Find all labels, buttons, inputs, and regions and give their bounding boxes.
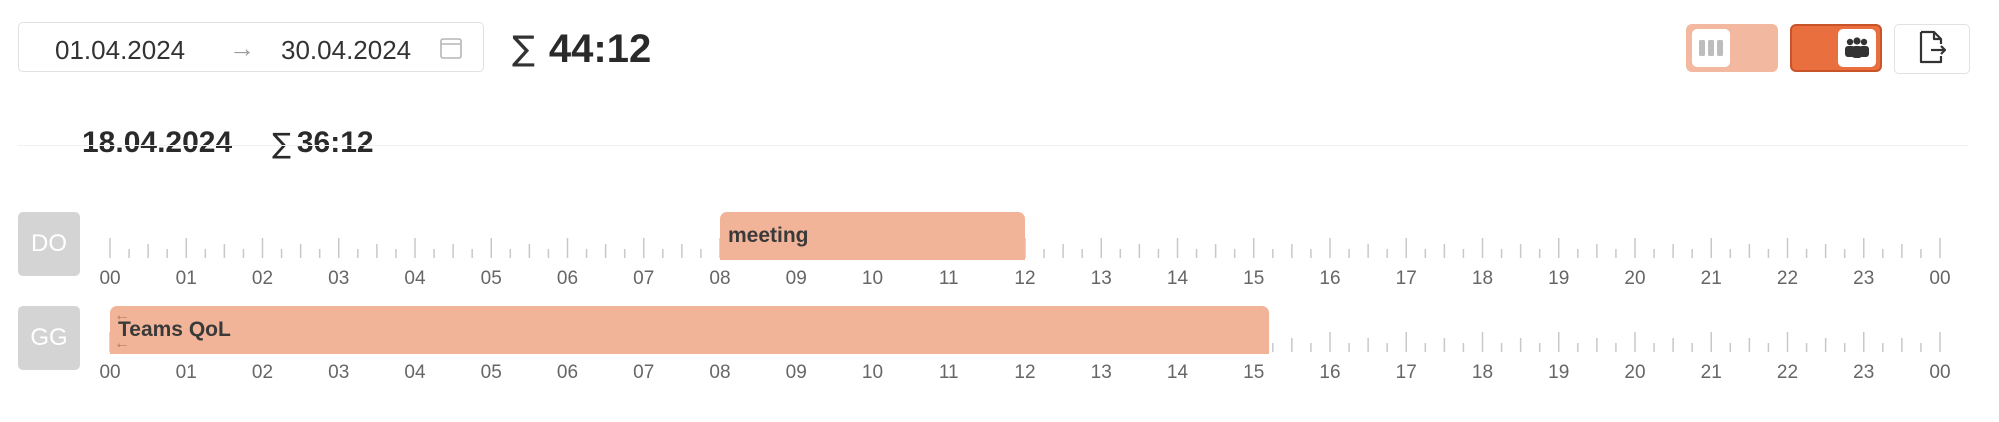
hour-label: 02 xyxy=(252,268,273,289)
columns-view-toggle[interactable] xyxy=(1686,24,1778,72)
range-start-date[interactable]: 01.04.2024 xyxy=(55,35,186,65)
time-entry[interactable]: meeting xyxy=(720,212,1025,260)
hour-label: 15 xyxy=(1243,268,1264,289)
hour-label: 15 xyxy=(1243,362,1264,383)
calendar-icon[interactable] xyxy=(439,36,463,60)
hour-label: 05 xyxy=(481,268,502,289)
hour-label: 10 xyxy=(862,362,883,383)
time-entry-label: meeting xyxy=(728,224,809,247)
continues-before-icon: ← xyxy=(114,307,130,324)
hour-label: 07 xyxy=(633,268,654,289)
hour-label: 01 xyxy=(176,268,197,289)
hour-label: 19 xyxy=(1548,268,1569,289)
hour-label: 21 xyxy=(1701,268,1722,289)
hour-label: 16 xyxy=(1319,362,1340,383)
time-entry[interactable]: ← ← Teams QoL xyxy=(110,306,1269,354)
hour-label: 23 xyxy=(1853,362,1874,383)
hour-label: 19 xyxy=(1548,362,1569,383)
hour-label: 00 xyxy=(99,268,120,289)
hour-label: 09 xyxy=(786,362,807,383)
range-end-date[interactable]: 30.04.2024 xyxy=(281,35,412,65)
continues-before-icon: ← xyxy=(114,335,130,352)
hour-label: 18 xyxy=(1472,362,1493,383)
hour-label: 08 xyxy=(709,268,730,289)
timeline[interactable]: 00 01 02 03 04 05 06 07 08 09 10 11 12 13 14 15 16 17 18 19… xyxy=(99,210,1951,290)
hour-label: 04 xyxy=(404,362,426,383)
hour-label: 16 xyxy=(1319,268,1340,289)
hour-label: 12 xyxy=(1014,268,1035,289)
day-sum-value: 36:12 xyxy=(296,126,374,159)
timeline[interactable]: 00 01 02 03 04 05 06 07 08 09 10 11 12 13 14 15 16 17 18 19… xyxy=(99,304,1951,384)
hour-label: 21 xyxy=(1701,362,1722,383)
team-view-toggle[interactable] xyxy=(1790,24,1882,72)
date-range-picker[interactable]: 01.04.2024 → 30.04.2024 xyxy=(18,22,484,72)
team-icon xyxy=(1838,29,1876,67)
day-sum: ∑ 36:12 xyxy=(272,126,374,160)
hour-label: 20 xyxy=(1624,268,1645,289)
avatar[interactable]: GG xyxy=(18,306,80,370)
hour-label: 05 xyxy=(481,362,502,383)
hour-label: 13 xyxy=(1091,268,1112,289)
file-export-icon xyxy=(1917,30,1947,69)
hour-label: 09 xyxy=(786,268,807,289)
avatar[interactable]: DO xyxy=(18,212,80,276)
divider xyxy=(18,145,1968,146)
hour-label: 14 xyxy=(1167,362,1189,383)
hour-label: 23 xyxy=(1853,268,1874,289)
sigma-icon: ∑ xyxy=(512,29,535,69)
hour-label: 04 xyxy=(404,268,426,289)
hour-label: 22 xyxy=(1777,362,1798,383)
toolbar: 01.04.2024 → 30.04.2024 ∑ 44:12 xyxy=(0,0,1999,100)
day-date: 18.04.2024 xyxy=(82,126,233,159)
columns-icon xyxy=(1692,29,1730,67)
total-sum: ∑ 44:12 xyxy=(512,24,651,74)
hour-label: 11 xyxy=(939,268,959,289)
timeline-row: GG 00 01 02 03 04 05 06 07 08 09 10 11 12 13 14 15 16 17 1… xyxy=(0,304,1999,384)
hour-label: 20 xyxy=(1624,362,1645,383)
hour-label: 18 xyxy=(1472,268,1493,289)
total-sum-value: 44:12 xyxy=(548,26,652,71)
hour-label: 11 xyxy=(939,362,959,383)
hour-label: 06 xyxy=(557,268,578,289)
time-entry-label: Teams QoL xyxy=(118,318,231,341)
hour-label: 10 xyxy=(862,268,883,289)
hour-label: 22 xyxy=(1777,268,1798,289)
hour-label: 01 xyxy=(176,362,197,383)
hour-label: 08 xyxy=(709,362,730,383)
hour-label: 00 xyxy=(99,362,120,383)
hour-label: 17 xyxy=(1396,268,1417,289)
hour-label: 14 xyxy=(1167,268,1189,289)
hour-label: 06 xyxy=(557,362,578,383)
day-header: 18.04.2024 ∑ 36:12 xyxy=(0,118,1999,164)
hour-label: 02 xyxy=(252,362,273,383)
timeline-scale: 00 01 02 03 04 05 06 07 08 09 10 11 12 13 14 15 16 17 18 19… xyxy=(99,238,1951,289)
hour-label: 03 xyxy=(328,268,349,289)
arrow-right-icon: → xyxy=(229,33,255,63)
hour-label: 07 xyxy=(633,362,654,383)
timeline-row: DO 00 01 02 03 04 05 06 07 08 09 10 11 12 13 14 15 16 17 1… xyxy=(0,210,1999,290)
hour-label: 00 xyxy=(1929,362,1950,383)
hour-label: 03 xyxy=(328,362,349,383)
hour-label: 17 xyxy=(1396,362,1417,383)
hour-label: 00 xyxy=(1929,268,1950,289)
export-button[interactable] xyxy=(1894,24,1970,74)
hour-label: 13 xyxy=(1091,362,1112,383)
hour-label: 12 xyxy=(1014,362,1035,383)
sigma-icon: ∑ xyxy=(272,126,291,160)
